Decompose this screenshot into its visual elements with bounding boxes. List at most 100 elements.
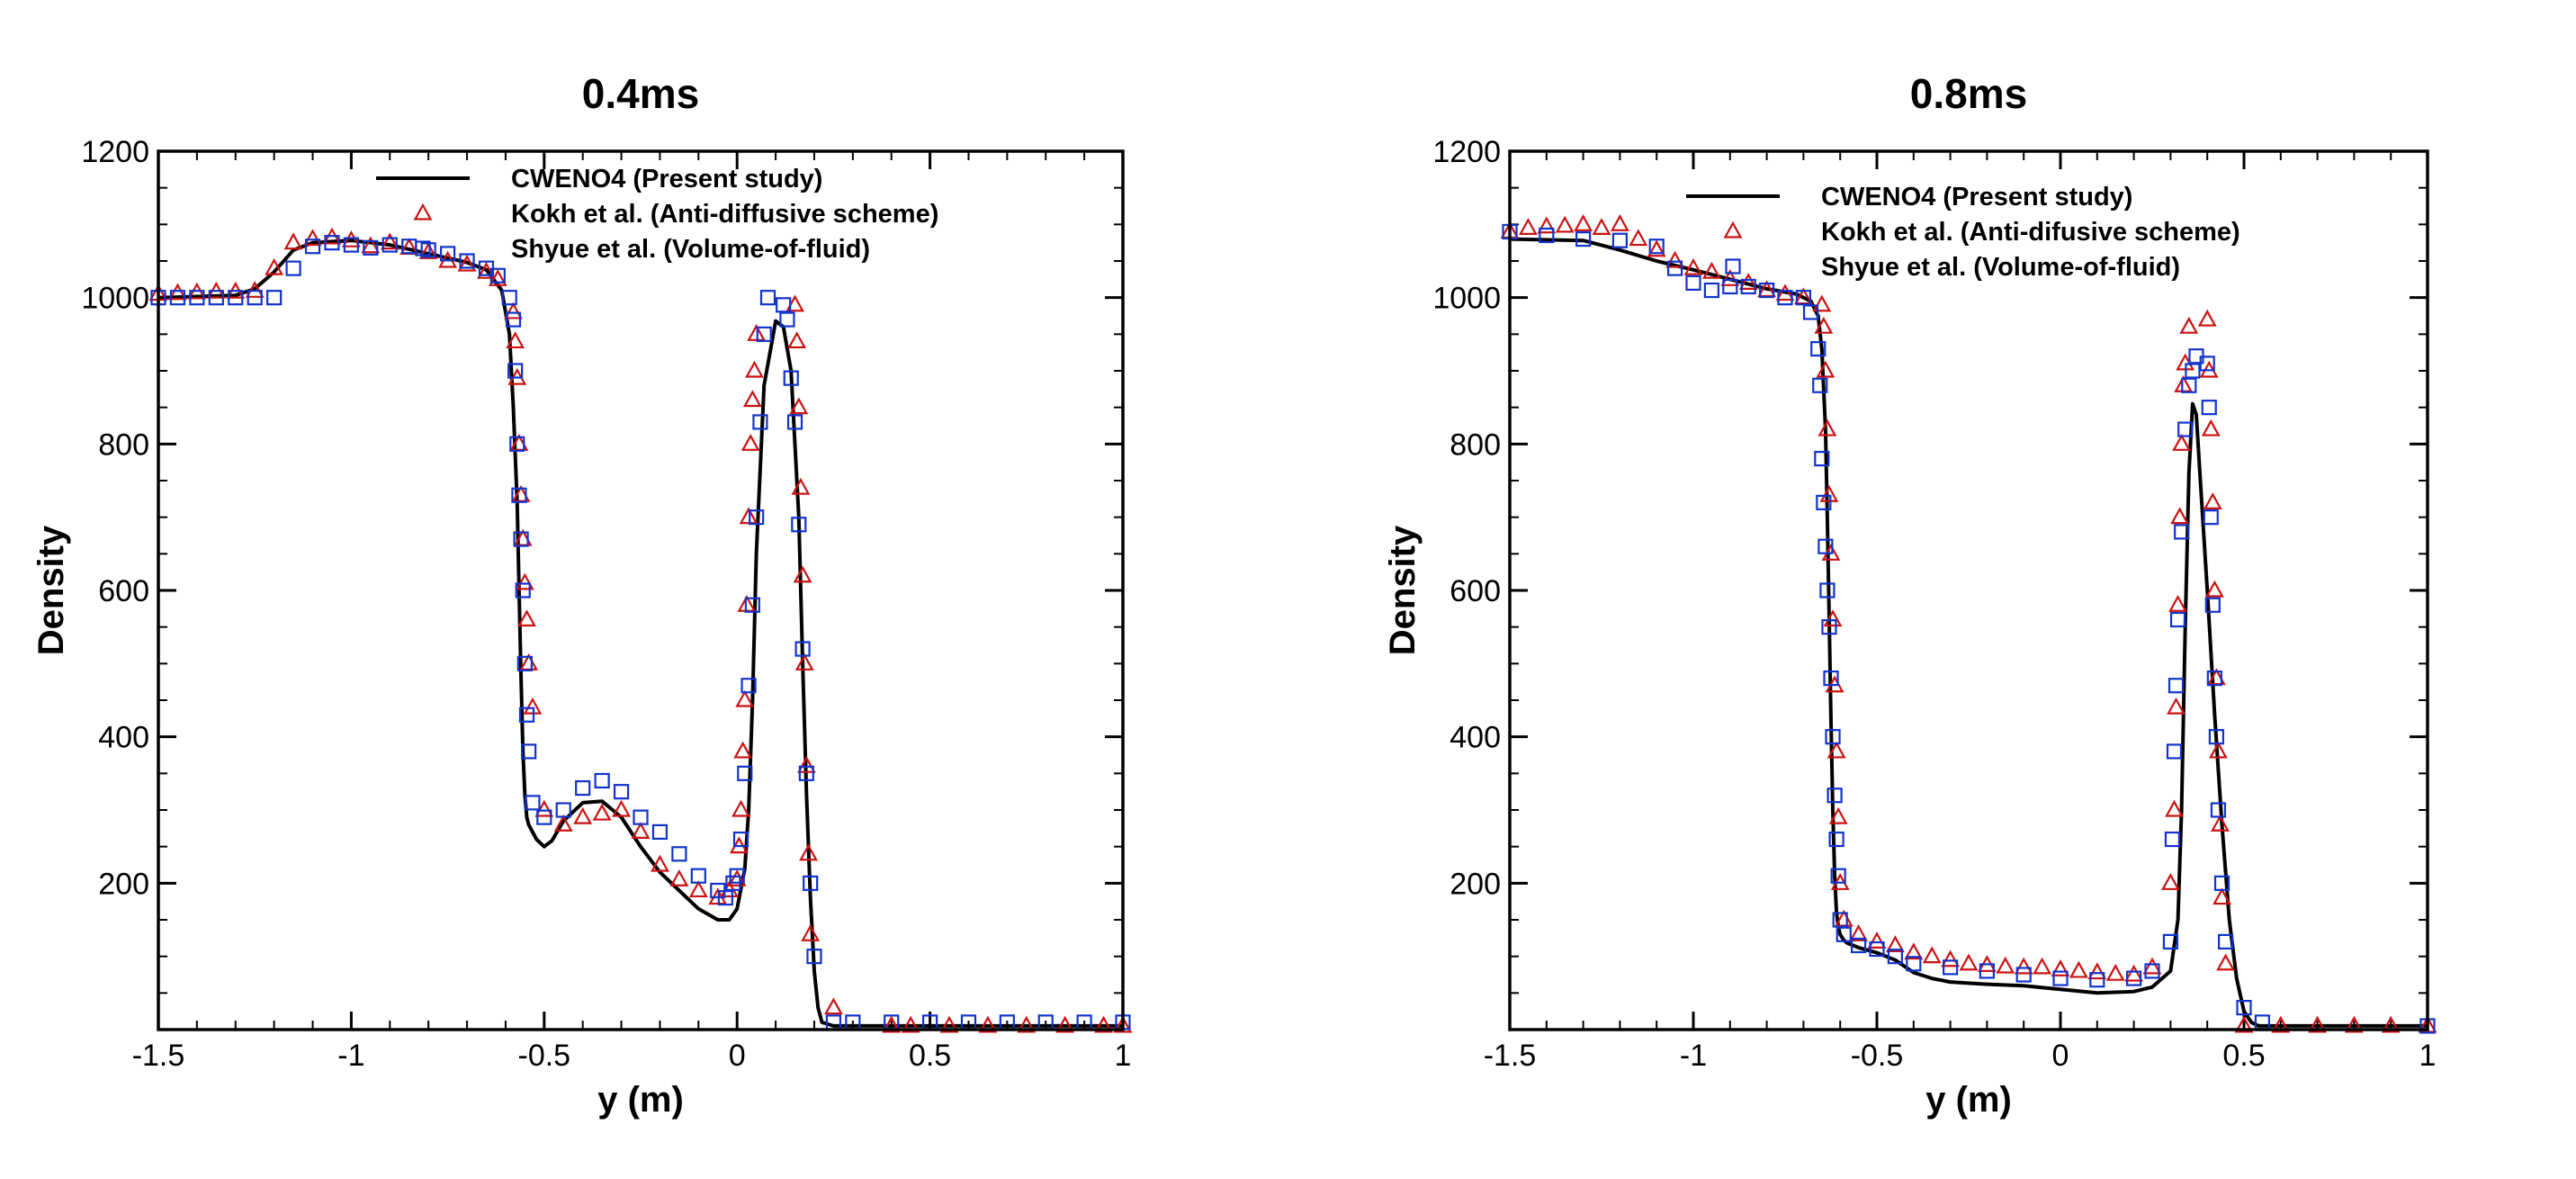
data-point-triangle (2069, 960, 2088, 978)
data-point-triangle (517, 609, 536, 627)
data-point-triangle (742, 390, 762, 408)
chart-title: 0.4ms (582, 70, 699, 117)
data-point-square (1666, 260, 1683, 276)
data-point-triangle (1537, 216, 1557, 234)
data-point-square (1814, 451, 1830, 467)
data-point-triangle (1828, 806, 1848, 824)
data-point-square (1802, 304, 1819, 320)
data-point-square (798, 765, 814, 781)
data-point-triangle (2170, 507, 2190, 525)
data-point-square (2162, 933, 2178, 950)
data-point-square (1648, 238, 1665, 255)
data-point-triangle (1017, 1015, 1037, 1033)
data-point-triangle (882, 1015, 902, 1033)
data-point-square (783, 370, 799, 386)
data-point-triangle (380, 232, 399, 250)
data-point-square (1810, 341, 1827, 357)
x-tick-label: -1.5 (132, 1039, 185, 1073)
legend-square-swatch (415, 240, 431, 256)
series-line (157, 238, 1123, 1028)
data-point-square (2204, 597, 2221, 613)
data-point-square (1827, 788, 1843, 804)
legend-label: Shyue et al. (Volume-of-fluid) (511, 235, 870, 264)
data-point-triangle (1996, 956, 2015, 974)
data-point-square (791, 517, 807, 533)
x-tick-label: 0.5 (2222, 1039, 2265, 1073)
data-point-square (363, 239, 379, 256)
data-point-triangle (283, 232, 303, 250)
data-point-triangle (787, 331, 807, 349)
data-point-triangle (1904, 942, 1924, 960)
legend-label: CWENO4 (Present study) (1821, 183, 2132, 212)
data-point-square (511, 487, 527, 503)
x-axis-label: y (m) (1925, 1080, 2012, 1120)
data-point-square (2164, 831, 2181, 848)
data-point-square (594, 772, 610, 789)
data-point-triangle (1816, 360, 1836, 378)
data-point-triangle (1941, 950, 1961, 968)
data-point-square (555, 802, 571, 818)
data-point-square (2126, 970, 2142, 986)
data-point-square (2174, 524, 2190, 540)
y-tick-label: 600 (1450, 574, 1501, 608)
data-point-triangle (1827, 741, 1846, 759)
data-point-triangle (1555, 215, 1575, 233)
data-point-square (1869, 940, 1885, 958)
data-point-triangle (2381, 1015, 2401, 1033)
data-point-triangle (2168, 594, 2187, 612)
data-point-triangle (2014, 957, 2033, 975)
data-point-square (744, 597, 760, 613)
data-point-triangle (504, 302, 523, 320)
data-point-square (806, 949, 822, 965)
data-point-square (633, 809, 649, 825)
data-point-triangle (2142, 957, 2162, 975)
data-point-triangle (2212, 887, 2231, 905)
data-point-square (671, 846, 687, 862)
data-point-square (515, 582, 531, 598)
data-point-triangle (488, 269, 507, 286)
data-point-triangle (592, 803, 612, 821)
y-tick-label: 200 (1450, 867, 1501, 901)
x-tick-label: 0.5 (909, 1039, 951, 1073)
data-point-triangle (361, 236, 381, 254)
data-point-square (2168, 678, 2185, 694)
data-point-square (501, 290, 517, 306)
data-point-triangle (688, 880, 708, 898)
x-tick-label: -1 (337, 1039, 364, 1073)
data-point-triangle (1683, 257, 1703, 275)
data-point-square (2213, 875, 2230, 891)
data-point-square (2218, 933, 2234, 950)
data-point-triangle (1818, 418, 1837, 436)
data-point-square (2177, 421, 2194, 437)
data-point-square (513, 531, 529, 547)
data-point-square (1832, 912, 1848, 928)
data-point-square (1819, 582, 1836, 598)
data-point-square (1758, 282, 1775, 299)
data-point-triangle (2234, 1015, 2254, 1033)
data-point-square (1575, 231, 1592, 248)
data-point-triangle (789, 397, 809, 415)
data-point-square (2206, 670, 2222, 687)
data-point-square (440, 246, 456, 262)
y-tick-label: 1000 (1432, 282, 1501, 316)
data-point-triangle (2204, 580, 2224, 598)
x-tick-label: 0 (2052, 1039, 2069, 1073)
y-tick-label: 600 (98, 574, 149, 608)
y-tick-label: 800 (1450, 428, 1501, 462)
data-point-triangle (2216, 953, 2236, 971)
y-tick-label: 400 (1450, 721, 1501, 755)
data-point-square (729, 868, 745, 884)
data-point-square (759, 290, 776, 306)
data-point-triangle (1959, 953, 1979, 971)
data-point-triangle (612, 799, 631, 817)
data-point-square (1828, 831, 1844, 848)
data-point-triangle (732, 799, 750, 817)
data-point-triangle (2160, 873, 2180, 890)
data-point-triangle (978, 1015, 998, 1033)
data-point-square (1825, 729, 1841, 745)
data-point-square (1906, 956, 1922, 972)
data-point-square (1703, 282, 1720, 299)
data-point-triangle (2105, 963, 2125, 981)
x-tick-label: 0 (729, 1039, 746, 1073)
data-point-triangle (1592, 218, 1611, 235)
